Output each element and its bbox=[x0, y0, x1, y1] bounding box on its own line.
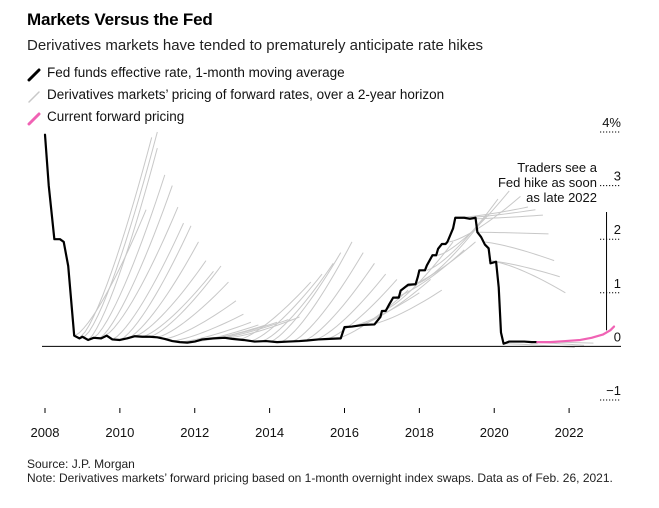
forward-curve-44 bbox=[471, 214, 543, 220]
x-tick-label-2020: 2020 bbox=[480, 425, 509, 440]
forward-curve-33 bbox=[359, 279, 431, 326]
x-tick-label-2016: 2016 bbox=[330, 425, 359, 440]
fed-funds-rate-line bbox=[43, 133, 539, 345]
forward-curve-3 bbox=[87, 147, 158, 341]
x-tick-label-2022: 2022 bbox=[555, 425, 584, 440]
forward-curve-23 bbox=[250, 273, 323, 342]
forward-curve-8 bbox=[119, 225, 192, 341]
forward-curve-4 bbox=[93, 174, 166, 339]
y-tick-label-1: 3 bbox=[614, 169, 621, 184]
forward-curve-42 bbox=[456, 206, 529, 219]
forward-curve-12 bbox=[149, 265, 222, 338]
current-forward-pricing-line bbox=[536, 325, 616, 344]
source-note: Source: J.P. Morgan bbox=[27, 457, 135, 471]
x-tick-label-2014: 2014 bbox=[255, 425, 284, 440]
forward-curve-41 bbox=[449, 195, 521, 243]
forward-curve-1 bbox=[80, 137, 153, 338]
forward-curve-6 bbox=[104, 206, 179, 337]
forward-curve-13 bbox=[157, 281, 229, 338]
footnote: Note: Derivatives markets’ forward prici… bbox=[27, 471, 613, 485]
forward-curve-34 bbox=[370, 289, 443, 325]
annotation-text: Traders see a Fed hike as soon as late 202… bbox=[498, 160, 598, 205]
y-tick-label-5: −1 bbox=[606, 383, 621, 398]
x-tick-label-2008: 2008 bbox=[31, 425, 60, 440]
annotation-line-0: Traders see a bbox=[517, 160, 597, 175]
x-tick-label-2018: 2018 bbox=[405, 425, 434, 440]
forward-curve-29 bbox=[314, 273, 387, 341]
legend-swatch-current-pricing bbox=[27, 112, 41, 126]
forward-curve-39 bbox=[426, 198, 499, 271]
legend-label-forward-rates: Derivatives markets’ pricing of forward … bbox=[47, 87, 445, 102]
legend-swatch-fed-rate bbox=[27, 68, 41, 82]
forward-curve-26 bbox=[280, 241, 353, 343]
forward-curve-46 bbox=[482, 241, 555, 262]
legend-swatch-forward-rates bbox=[28, 91, 40, 103]
forward-curve-36 bbox=[393, 249, 465, 299]
y-tick-label-3: 1 bbox=[614, 276, 621, 291]
forward-curve-0 bbox=[74, 209, 147, 337]
forward-curve-9 bbox=[127, 241, 199, 339]
forward-curve-22 bbox=[239, 281, 312, 340]
forward-curve-11 bbox=[142, 271, 214, 338]
forward-curve-5 bbox=[98, 185, 173, 339]
forward-curve-15 bbox=[172, 313, 244, 342]
forward-curve-10 bbox=[134, 260, 207, 337]
forward-curve-16 bbox=[179, 321, 252, 343]
forward-curve-24 bbox=[261, 263, 334, 342]
forward-curve-27 bbox=[291, 252, 364, 343]
y-tick-label-0: 4% bbox=[602, 115, 621, 130]
forward-curve-7 bbox=[112, 222, 184, 340]
legend-label-fed-rate: Fed funds effective rate, 1-month moving… bbox=[47, 65, 345, 80]
forward-curve-47 bbox=[488, 260, 560, 278]
forward-curve-45 bbox=[477, 231, 549, 235]
forward-curve-48 bbox=[494, 261, 566, 294]
chart-title: Markets Versus the Fed bbox=[27, 10, 213, 29]
forward-curve-40 bbox=[437, 190, 510, 256]
forward-curve-37 bbox=[404, 241, 476, 288]
annotation-line-2: as late 2022 bbox=[526, 190, 597, 205]
y-tick-label-4: 0 bbox=[614, 329, 621, 344]
y-tick-label-2: 2 bbox=[614, 222, 621, 237]
forward-curve-2 bbox=[83, 131, 158, 338]
x-tick-label-2010: 2010 bbox=[105, 425, 134, 440]
forward-curve-30 bbox=[325, 279, 398, 340]
chart-subtitle: Derivatives markets have tended to prema… bbox=[27, 37, 484, 54]
forward-curve-28 bbox=[303, 263, 375, 342]
annotation-line-1: Fed hike as soon bbox=[498, 175, 597, 190]
forward-curve-25 bbox=[269, 252, 342, 343]
legend-label-current-pricing: Current forward pricing bbox=[47, 109, 185, 124]
x-tick-label-2012: 2012 bbox=[180, 425, 209, 440]
forward-curve-14 bbox=[164, 300, 237, 340]
